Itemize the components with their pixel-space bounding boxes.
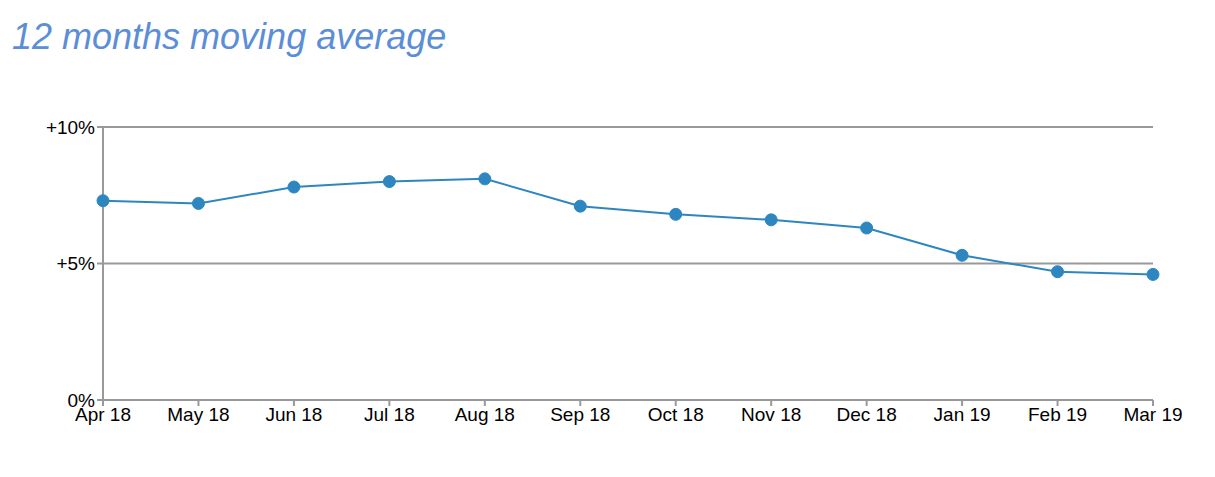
svg-text:Sep 18: Sep 18 xyxy=(550,404,610,425)
svg-text:+5%: +5% xyxy=(56,253,95,274)
svg-text:Jul 18: Jul 18 xyxy=(364,404,415,425)
svg-text:Mar 19: Mar 19 xyxy=(1123,404,1182,425)
svg-text:+10%: +10% xyxy=(46,117,95,138)
svg-text:May 18: May 18 xyxy=(167,404,229,425)
svg-text:Apr 18: Apr 18 xyxy=(75,404,131,426)
svg-text:Oct 18: Oct 18 xyxy=(648,404,704,425)
svg-text:0%: 0% xyxy=(68,390,96,411)
svg-text:Nov 18: Nov 18 xyxy=(741,404,801,425)
svg-text:Aug 18: Aug 18 xyxy=(455,404,515,425)
svg-text:Dec 18: Dec 18 xyxy=(837,404,897,425)
svg-text:Feb 19: Feb 19 xyxy=(1028,404,1087,425)
html-text:12 months moving average: 12 months moving average xyxy=(12,16,447,57)
svg-text:Jun 18: Jun 18 xyxy=(265,404,322,425)
svg-text:Jan 19: Jan 19 xyxy=(934,404,991,425)
